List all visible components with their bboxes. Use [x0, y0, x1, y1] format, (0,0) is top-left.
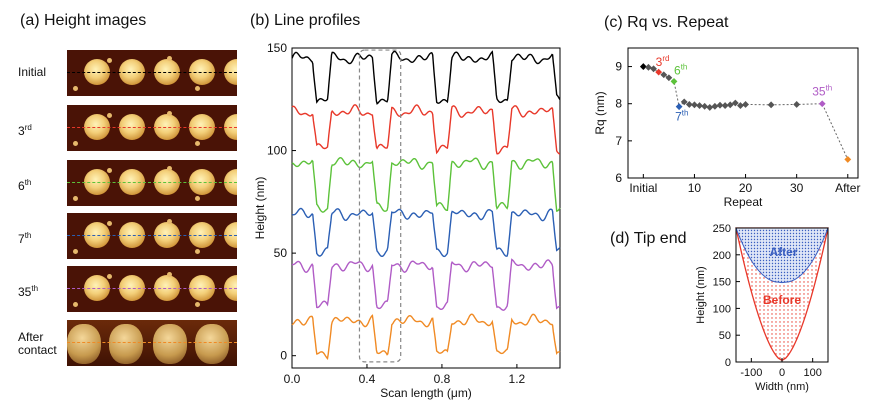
x-tick-label: -100 [740, 367, 762, 379]
y-tick-label: 8 [615, 97, 622, 111]
line-profiles-chart: 0 50 100 150 0.0 0.4 0.8 1.2 Scan length (μm) Hei… [253, 41, 561, 400]
data-point [696, 102, 703, 109]
x-tick-label: 0.4 [359, 372, 376, 386]
afm-row-label: 6th [18, 178, 32, 193]
y-tick-label: 150 [713, 277, 731, 289]
y-tick-label: 9 [615, 60, 622, 74]
panel-d-title: (d) Tip end [610, 230, 687, 247]
y-tick-label: 200 [713, 250, 731, 262]
data-point [660, 71, 668, 79]
data-point [670, 78, 678, 85]
panel-a-title: (a) Height images [20, 12, 147, 29]
x-tick-label: 20 [739, 181, 753, 195]
data-point [680, 98, 688, 106]
y-axis-label: Height (nm) [695, 266, 707, 323]
x-tick-label: 0.0 [284, 372, 301, 386]
x-tick-label: 10 [688, 181, 702, 195]
afm-height-image [67, 266, 237, 312]
y-tick-label: 150 [267, 41, 287, 55]
data-point [701, 102, 709, 110]
profile-series-line [291, 207, 561, 258]
y-axis-label: Height (nm) [253, 177, 267, 240]
before-series-label: Before [763, 293, 801, 307]
afm-row-label: 3rd [18, 123, 32, 138]
profile-series-line [291, 104, 560, 155]
scan-line [67, 342, 237, 343]
scan-line [67, 182, 237, 183]
afm-height-image [67, 50, 237, 96]
afm-row-label: Initial [18, 65, 47, 79]
data-point [650, 65, 657, 73]
x-tick-label: 100 [803, 367, 821, 379]
data-point [721, 102, 729, 109]
plot-frame [627, 47, 859, 179]
y-tick-label: 0 [725, 357, 731, 369]
data-point [793, 101, 801, 108]
x-axis-label: Scan length (μm) [380, 386, 472, 400]
y-tick-label: 50 [274, 246, 288, 260]
afm-height-image [67, 105, 237, 151]
afm-row-label: 35th [18, 284, 39, 299]
scan-line [67, 288, 237, 289]
y-tick-label: 250 [713, 223, 731, 235]
x-tick-label: 0 [779, 367, 785, 379]
panel-c-title: (c) Rq vs. Repeat [604, 14, 729, 31]
plot-frame [291, 47, 561, 369]
data-point [742, 101, 749, 108]
data-point [737, 102, 744, 109]
data-point [655, 68, 663, 76]
x-tick-label: 30 [790, 181, 804, 195]
point-annotation: 7th [675, 109, 688, 124]
x-tick-label: 1.2 [509, 372, 526, 386]
scan-line [67, 72, 237, 73]
afm-row-label: 7th [18, 231, 32, 246]
x-axis-label: Width (nm) [755, 381, 809, 393]
afm-height-image [67, 320, 237, 366]
data-point [767, 101, 775, 109]
data-point [726, 101, 734, 109]
y-tick-label: 0 [280, 349, 287, 363]
x-axis-label: Repeat [724, 195, 763, 209]
profile-series-line [291, 313, 561, 360]
x-tick-label: 0.8 [434, 372, 451, 386]
after-tip-area [735, 227, 829, 284]
data-point [716, 101, 724, 109]
y-tick-label: 6 [615, 171, 622, 185]
scan-line [67, 127, 237, 128]
y-tick-label: 50 [719, 330, 731, 342]
data-point [675, 103, 683, 111]
rq-vs-repeat-chart: 6 7 8 9 Initial 10 20 30 After Repeat Rq (nm) 3rd 6t… [593, 47, 860, 209]
profile-series-line [291, 258, 561, 311]
data-point [711, 102, 719, 110]
data-point [645, 63, 652, 71]
data-point [818, 100, 826, 108]
y-tick-label: 7 [615, 134, 622, 148]
data-point [731, 99, 739, 107]
profile-series-line [291, 156, 561, 213]
highlight-box [358, 49, 402, 363]
y-tick-label: 100 [267, 144, 287, 158]
afm-height-image [67, 160, 237, 206]
data-point [706, 104, 714, 111]
scan-line [67, 235, 237, 236]
profile-series-line [291, 50, 561, 105]
x-tick-label: Initial [629, 181, 657, 195]
tip-end-chart: 0 50 100 150 200 250 -100 0 100 Width (nm) Height … [695, 223, 829, 393]
point-annotation: 35th [812, 84, 832, 99]
point-annotation: 6th [674, 62, 687, 77]
panel-b-title: (b) Line profiles [250, 12, 361, 29]
afm-row-label: After contact [18, 330, 57, 357]
afm-height-image [67, 213, 237, 259]
y-tick-label: 100 [713, 303, 731, 315]
data-point [844, 156, 852, 163]
data-point [685, 101, 693, 108]
after-series-label: After [770, 245, 798, 259]
data-point [691, 101, 698, 109]
data-point [639, 63, 647, 70]
point-annotation: 3rd [656, 54, 670, 69]
x-tick-label: After [835, 181, 860, 195]
y-axis-label: Rq (nm) [593, 91, 607, 134]
data-point [665, 74, 673, 82]
